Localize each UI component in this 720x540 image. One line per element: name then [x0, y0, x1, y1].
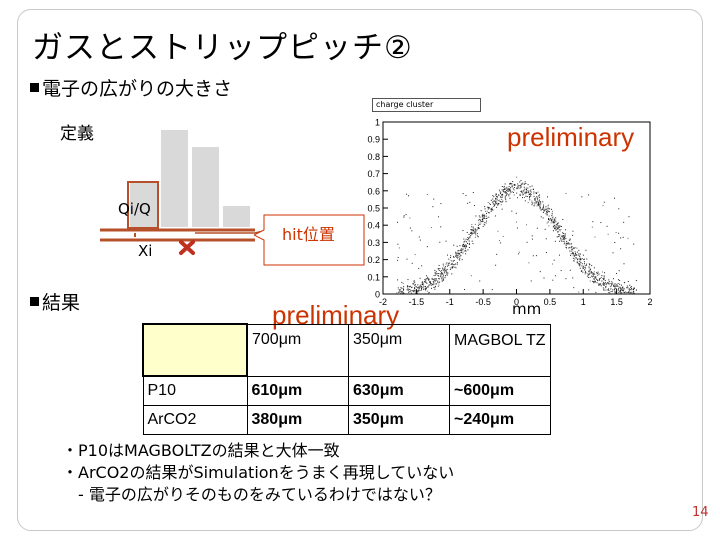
bullet-results: 結果 [30, 288, 80, 315]
definition-diagram [100, 130, 270, 255]
y-tick-label: 0.1 [367, 272, 380, 282]
table-corner-cell [142, 323, 248, 377]
hit-callout-box [254, 214, 365, 266]
bullet-label: 電子の広がりの大きさ [42, 78, 233, 100]
x-tick-label: 1.5 [610, 297, 623, 307]
table-row: ArCO2 380μm 350μm ~240μm [142, 404, 551, 435]
callout-shape [254, 214, 365, 266]
table-row: P10 610μm 630μm ~600μm [142, 375, 551, 406]
table-header-cell: 350μm [348, 323, 450, 377]
note-line: ・ArCO2の結果がSimulationをうまく再現していない [62, 463, 455, 482]
x-axis-unit: mm [512, 300, 542, 318]
y-tick-label: 0.3 [367, 238, 380, 248]
table-cell: ~600μm [449, 375, 551, 406]
table-header-cell: 700μm [246, 323, 349, 377]
table-cell: ~240μm [449, 404, 551, 435]
y-tick-label: 0.9 [367, 135, 380, 145]
bullet-label: 結果 [42, 292, 81, 314]
x-tick-label: -1.5 [409, 297, 425, 307]
table-cell: 630μm [348, 375, 450, 406]
y-tick-label: 0.5 [367, 204, 380, 214]
plot-title-box: charge cluster [372, 98, 481, 112]
page-number: 14 [692, 505, 709, 520]
x-tick-label: -0.5 [475, 297, 491, 307]
bar-2 [192, 147, 219, 227]
bar-3 [223, 206, 250, 227]
x-tick-label: -2 [379, 297, 387, 307]
y-tick-label: 0.4 [367, 221, 380, 231]
x-tick-label: 0 [514, 297, 519, 307]
hit-cross-icon [179, 240, 195, 255]
y-tick-label: 0 [375, 290, 380, 300]
bar-1 [161, 130, 188, 227]
bullet-square-icon [30, 83, 39, 92]
definition-label: 定義 [60, 124, 94, 144]
x-tick-label: 1 [581, 297, 586, 307]
y-tick-label: 0.2 [367, 255, 380, 265]
x-axis-ticks: -2 -1.5 -1 -0.5 0 0.5 1 1.5 2 [379, 289, 653, 307]
table-header-cell: MAGBOL TZ [449, 323, 551, 377]
table-cell: ArCO2 [142, 404, 248, 435]
y-tick-label: 0.6 [367, 186, 380, 196]
note-line: ・P10はMAGBOLTZの結果と大体一致 [62, 441, 340, 460]
y-tick-label: 1 [375, 118, 380, 128]
y-tick-label: 0.8 [367, 152, 380, 162]
x-tick-label: 0.5 [544, 297, 557, 307]
hit-position-label: hit位置 [282, 225, 335, 244]
table-cell: 610μm [246, 375, 349, 406]
bar-highlight [130, 183, 157, 227]
preliminary-plot-label: preliminary [507, 122, 635, 152]
plot-title: charge cluster [376, 100, 434, 109]
bullet-square-icon [30, 297, 39, 306]
scatter-points [396, 176, 638, 295]
table-cell: 380μm [246, 404, 349, 435]
qi-label: Qi/Q [118, 200, 151, 218]
table-cell: 350μm [348, 404, 450, 435]
slide-title: ガスとストリップピッチ② [32, 30, 413, 66]
charge-cluster-plot: 0 0.1 0.2 0.3 0.4 0.5 0.6 0.7 0.8 0.9 1 -2 -1.5 -1 -0… [367, 118, 653, 308]
xi-label: Xi [138, 242, 153, 260]
x-tick-label: -1 [446, 297, 454, 307]
bullet-electron-spread: 電子の広がりの大きさ [30, 74, 232, 101]
table-header-row: 700μm 350μm MAGBOL TZ [142, 323, 551, 377]
slide-frame [17, 9, 703, 531]
x-tick-label: 2 [647, 297, 652, 307]
note-line: - 電子の広がりそのものをみているわけではない？ [62, 485, 441, 504]
results-table: 700μm 350μm MAGBOL TZ P10 610μm 630μm ~6… [142, 323, 551, 435]
y-axis-ticks: 0 0.1 0.2 0.3 0.4 0.5 0.6 0.7 0.8 0.9 1 [367, 118, 388, 300]
plot-frame [382, 121, 651, 295]
table-cell: P10 [142, 375, 248, 406]
bar-highlight-outline [127, 181, 159, 229]
y-tick-label: 0.7 [367, 169, 380, 179]
notes: ・P10はMAGBOLTZの結果と大体一致 ・ArCO2の結果がSimulati… [62, 440, 454, 506]
